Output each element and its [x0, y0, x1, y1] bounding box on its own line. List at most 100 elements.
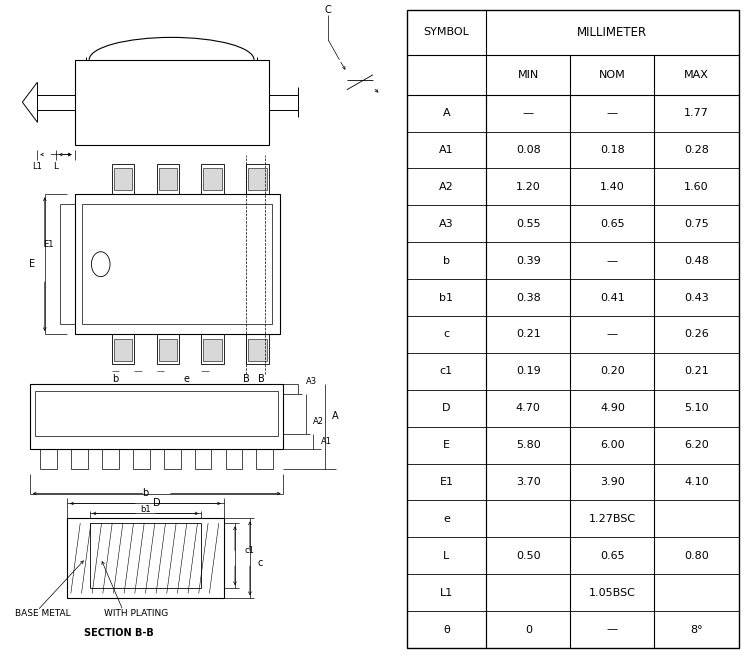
- Text: b: b: [113, 374, 119, 384]
- Bar: [90, 523, 201, 588]
- Text: c1: c1: [245, 546, 254, 555]
- Text: A3: A3: [439, 219, 454, 229]
- Bar: [82, 205, 272, 324]
- Text: 5.80: 5.80: [516, 440, 541, 450]
- Text: 0.80: 0.80: [684, 551, 709, 561]
- Text: 0.26: 0.26: [684, 330, 709, 340]
- Text: 5.10: 5.10: [684, 403, 709, 413]
- Text: c: c: [443, 330, 450, 340]
- Text: 0.39: 0.39: [516, 256, 541, 266]
- Text: 0.38: 0.38: [516, 293, 541, 303]
- Text: A1: A1: [439, 145, 454, 155]
- Text: —: —: [523, 108, 534, 118]
- Text: —: —: [606, 624, 618, 634]
- Bar: [201, 164, 224, 194]
- Text: D: D: [153, 499, 160, 509]
- Text: 6.20: 6.20: [684, 440, 709, 450]
- Text: A1: A1: [321, 437, 332, 445]
- Bar: [67, 519, 224, 598]
- Text: 0.41: 0.41: [600, 293, 624, 303]
- Text: 3.90: 3.90: [600, 477, 624, 487]
- Bar: [195, 449, 211, 468]
- Bar: [102, 449, 119, 468]
- Bar: [248, 339, 267, 361]
- Bar: [225, 449, 242, 468]
- Text: 8°: 8°: [690, 624, 703, 634]
- Text: e: e: [184, 374, 189, 384]
- Bar: [203, 339, 222, 361]
- Bar: [157, 334, 179, 364]
- Bar: [203, 168, 222, 190]
- Bar: [246, 164, 269, 194]
- Text: WITH PLATING: WITH PLATING: [104, 609, 169, 618]
- Text: —: —: [606, 256, 618, 266]
- Bar: [40, 449, 57, 468]
- Text: 0.21: 0.21: [516, 330, 541, 340]
- Text: 0.75: 0.75: [684, 219, 709, 229]
- Text: c1: c1: [440, 367, 453, 376]
- Text: 4.70: 4.70: [515, 403, 541, 413]
- Text: L1: L1: [440, 588, 453, 597]
- Bar: [75, 194, 280, 334]
- Text: B: B: [257, 374, 265, 384]
- Text: 0.43: 0.43: [684, 293, 709, 303]
- Text: 3.70: 3.70: [516, 477, 541, 487]
- Text: 0.55: 0.55: [516, 219, 541, 229]
- Bar: [112, 164, 134, 194]
- Text: 0.18: 0.18: [600, 145, 624, 155]
- Text: A: A: [442, 108, 451, 118]
- Text: e: e: [443, 514, 450, 524]
- Text: A2: A2: [313, 417, 325, 426]
- Text: 0.48: 0.48: [684, 256, 709, 266]
- Bar: [201, 334, 224, 364]
- Text: L: L: [443, 551, 450, 561]
- Bar: [112, 334, 134, 364]
- Text: 6.00: 6.00: [600, 440, 624, 450]
- Text: 4.10: 4.10: [684, 477, 709, 487]
- Text: MIN: MIN: [518, 70, 539, 80]
- Bar: [246, 334, 269, 364]
- Text: b: b: [443, 256, 450, 266]
- Bar: [133, 449, 150, 468]
- Text: c: c: [257, 558, 263, 569]
- Bar: [257, 449, 273, 468]
- Text: —: —: [606, 330, 618, 340]
- Text: NOM: NOM: [599, 70, 626, 80]
- Text: E: E: [443, 440, 450, 450]
- Text: 0.65: 0.65: [600, 219, 624, 229]
- Text: C: C: [325, 5, 332, 15]
- Text: A3: A3: [306, 377, 317, 386]
- Text: 1.60: 1.60: [684, 182, 709, 192]
- Text: 0.08: 0.08: [516, 145, 541, 155]
- Text: 1.20: 1.20: [516, 182, 541, 192]
- Bar: [113, 168, 133, 190]
- Bar: [157, 164, 179, 194]
- Text: b1: b1: [140, 505, 151, 514]
- Text: b1: b1: [439, 293, 454, 303]
- Bar: [36, 392, 278, 436]
- Bar: [113, 339, 133, 361]
- Text: 0.28: 0.28: [684, 145, 709, 155]
- Text: —: —: [606, 108, 618, 118]
- Text: b: b: [142, 488, 148, 499]
- Text: 0.65: 0.65: [600, 551, 624, 561]
- Text: E1: E1: [439, 477, 454, 487]
- Text: MAX: MAX: [684, 70, 709, 80]
- Bar: [248, 168, 267, 190]
- Bar: [159, 168, 178, 190]
- Text: E: E: [28, 259, 35, 269]
- Text: E1: E1: [43, 240, 54, 249]
- Text: θ: θ: [443, 624, 450, 634]
- Text: A2: A2: [439, 182, 454, 192]
- Text: 0.19: 0.19: [516, 367, 541, 376]
- Text: MILLIMETER: MILLIMETER: [577, 26, 648, 39]
- Text: L: L: [54, 163, 58, 172]
- Text: 1.40: 1.40: [600, 182, 624, 192]
- Text: A: A: [332, 411, 339, 421]
- Text: SYMBOL: SYMBOL: [424, 28, 469, 38]
- Text: SECTION B-B: SECTION B-B: [84, 628, 154, 638]
- Text: 1.05BSC: 1.05BSC: [589, 588, 636, 597]
- Bar: [30, 384, 283, 449]
- Text: 0.21: 0.21: [684, 367, 709, 376]
- Text: 4.90: 4.90: [600, 403, 625, 413]
